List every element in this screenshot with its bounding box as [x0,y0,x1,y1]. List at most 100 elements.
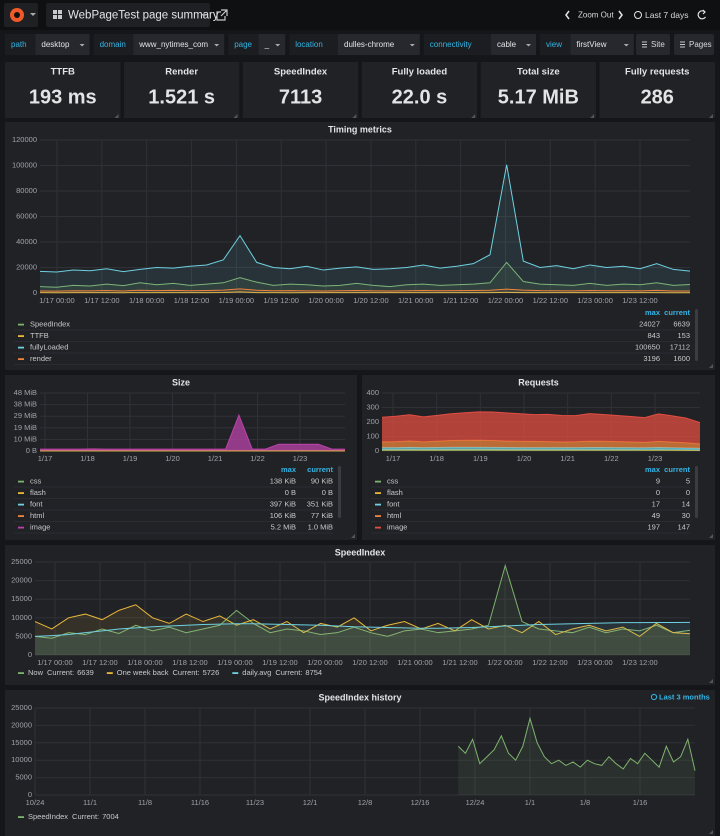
link-icon [642,41,647,48]
link-label[interactable]: Pages [689,40,712,49]
legend-name[interactable]: image [30,522,50,531]
legend-name[interactable]: render [30,354,52,363]
time-shift-icon [650,693,658,701]
legend-current: 30 [682,511,690,520]
legend-name[interactable]: font [387,499,400,508]
x-tick-label: 1/22 00:00 [487,658,522,667]
legend-swatch [18,503,24,506]
stat-title: Total size [517,67,560,78]
time-back[interactable] [565,10,570,20]
legend-name[interactable]: SpeedIndex [28,812,68,821]
panel-title[interactable]: SpeedIndex history [318,692,401,702]
legend-current: 0 B [322,488,333,497]
variable-value-box[interactable] [258,34,286,55]
variable-value[interactable]: www_nytimes_com [138,40,208,49]
legend-name[interactable]: font [30,499,43,508]
legend-name[interactable]: fullyLoaded [30,342,68,351]
y-tick-label: 0 [375,446,379,455]
legend-name[interactable]: daily.avg [242,668,271,677]
y-tick-label: 10000 [11,613,32,622]
legend-current-label: Current: [173,668,200,677]
variable-value[interactable]: cable [497,40,517,49]
panel-title[interactable]: Size [172,377,190,387]
legend-name[interactable]: One week back [117,668,169,677]
legend-swatch [18,346,24,349]
x-tick-label: 1/18 [429,454,444,463]
variable-value-box[interactable] [491,34,536,55]
x-tick-label: 12/16 [411,798,430,807]
y-tick-label: 10000 [11,755,32,764]
panel-frame [5,122,715,370]
variable-value-box[interactable] [35,34,90,55]
variable-value[interactable]: desktop [41,40,70,49]
legend-name[interactable]: html [30,511,45,520]
panel-title[interactable]: Requests [518,377,559,387]
link-label[interactable]: Site [651,40,665,49]
variable-value-box[interactable] [133,34,225,55]
variable-label: page [234,40,252,49]
legend-current: 351 KiB [307,499,333,508]
legend-header: max [645,308,661,317]
grid-icon [53,10,62,19]
legend-swatch [18,526,24,529]
variable-value-box[interactable] [338,34,420,55]
panel: Timing metrics 0 20000 40000 60000 80000 10000… [5,122,715,370]
x-tick-label: 1/21 00:00 [397,658,432,667]
x-tick-label: 1/21 12:00 [442,658,477,667]
x-tick-label: 11/8 [138,798,152,807]
variable-value[interactable]: dulles-chrome [344,40,395,49]
y-tick-label: 20000 [11,576,32,585]
x-tick-label: 1/17 [386,454,401,463]
legend-name[interactable]: image [387,522,407,531]
x-tick-label: 1/19 00:00 [217,658,252,667]
x-tick-label: 1/21 00:00 [398,296,433,305]
variable-value[interactable]: firstView [576,40,606,49]
legend-name[interactable]: html [387,511,402,520]
variable-value[interactable]: _ [264,40,270,49]
legend-swatch [232,672,239,674]
grafana-logo[interactable] [4,3,38,27]
series-area [35,604,690,655]
legend-name[interactable]: css [30,476,42,485]
variable-value-box[interactable] [570,34,634,55]
y-tick-label: 100000 [12,160,37,169]
legend-name[interactable]: TTFB [30,331,49,340]
panel-title[interactable]: Timing metrics [328,124,392,134]
legend-current: 17112 [670,342,690,351]
x-tick-label: 1/20 00:00 [307,658,342,667]
legend-swatch [18,816,24,818]
dashboard-title[interactable]: WebPageTest page summary [68,10,219,22]
x-tick-label: 1/20 12:00 [353,296,388,305]
stat-title: Render [165,67,198,78]
y-tick-label: 20000 [11,720,32,729]
legend-max: 17 [652,499,660,508]
zoom-out[interactable]: Zoom Out [578,11,614,20]
panel: Size 0 B 10 MiB 19 MiB 29 MiB 38 MiB 48 MiB 1/1… [5,375,357,540]
legend-name[interactable]: Now [28,668,44,677]
legend-name[interactable]: SpeedIndex [30,319,70,328]
panel-title[interactable]: SpeedIndex [335,547,386,557]
legend-name[interactable]: flash [387,488,403,497]
refresh-icon[interactable] [697,9,707,20]
stat-title: SpeedIndex [274,67,328,78]
legend-swatch [18,672,24,674]
link-button[interactable] [636,34,670,55]
legend-name[interactable]: css [387,476,399,485]
link-button[interactable] [674,34,714,55]
legend-scrollbar [695,309,698,361]
y-tick-label: 15000 [11,738,32,747]
x-tick-label: 1/21 12:00 [443,296,478,305]
legend-scrollbar [695,466,698,518]
legend-swatch [18,323,24,326]
legend-name[interactable]: flash [30,488,46,497]
x-tick-label: 11/23 [246,798,264,807]
dashboard-picker[interactable] [46,3,210,27]
time-forward[interactable] [618,10,623,20]
stacked-area [382,411,700,444]
stat-panel [123,62,240,118]
y-tick-label: 0 [33,288,37,297]
share-icon[interactable] [216,9,228,21]
time-range[interactable]: Last 7 days [645,10,688,20]
legend-header: current [664,465,690,474]
